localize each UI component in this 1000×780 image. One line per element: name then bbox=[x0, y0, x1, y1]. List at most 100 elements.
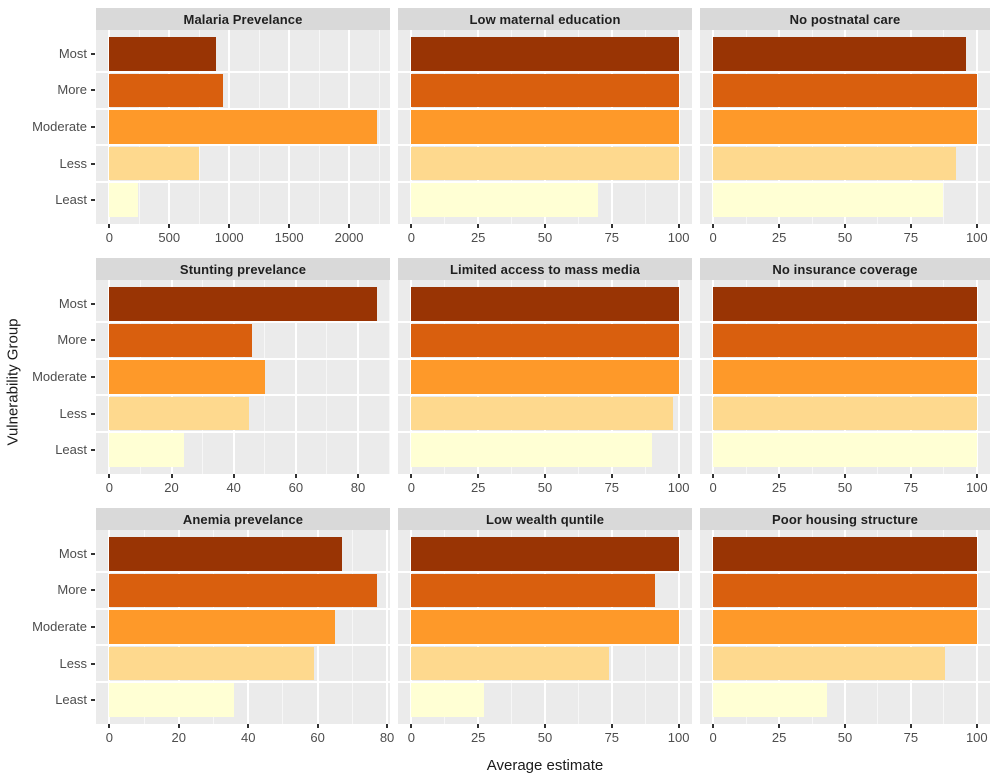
gridline bbox=[398, 107, 692, 110]
major-gridline bbox=[677, 280, 680, 474]
x-axis-tick bbox=[247, 724, 250, 728]
x-axis-tick bbox=[909, 474, 912, 478]
x-axis-tick bbox=[294, 474, 297, 478]
x-tick-label: 100 bbox=[965, 480, 988, 495]
y-tick-label: More bbox=[57, 332, 87, 348]
x-tick-label: 25 bbox=[771, 230, 787, 245]
y-tick-label: Least bbox=[55, 442, 87, 458]
minor-gridline bbox=[378, 30, 380, 224]
bar-moderate bbox=[411, 610, 679, 644]
x-tick-label: 100 bbox=[965, 230, 988, 245]
bar-most bbox=[713, 537, 977, 571]
x-tick-label: 0 bbox=[105, 230, 113, 245]
x-axis-tick bbox=[778, 224, 781, 228]
x-tick-label: 0 bbox=[407, 230, 415, 245]
x-tick-label: 0 bbox=[105, 480, 113, 495]
gridline bbox=[398, 644, 692, 647]
gridline bbox=[96, 71, 390, 74]
facet-strip: Low maternal education bbox=[398, 8, 692, 30]
gridline bbox=[96, 321, 390, 324]
x-tick-label: 50 bbox=[837, 480, 853, 495]
x-tick-label: 40 bbox=[240, 730, 256, 745]
y-axis-tick bbox=[91, 552, 95, 555]
x-axis-tick bbox=[348, 224, 351, 228]
gridline bbox=[398, 607, 692, 610]
x-tick-label: 0 bbox=[407, 730, 415, 745]
x-axis-tick bbox=[677, 224, 680, 228]
bar-least bbox=[109, 433, 184, 467]
x-tick-label: 25 bbox=[470, 730, 486, 745]
bar-least bbox=[411, 183, 599, 217]
bar-most bbox=[713, 287, 977, 321]
x-axis-title: Average estimate bbox=[486, 757, 604, 774]
y-axis-tick bbox=[91, 199, 95, 202]
bar-moderate bbox=[713, 360, 977, 394]
x-tick-label: 50 bbox=[537, 480, 553, 495]
gridline bbox=[700, 394, 990, 397]
x-axis-tick bbox=[778, 474, 781, 478]
bar-less bbox=[713, 396, 977, 431]
y-tick-label: Less bbox=[59, 405, 87, 421]
x-axis-tick bbox=[909, 224, 912, 228]
gridline bbox=[96, 644, 390, 647]
facet-strip: Poor housing structure bbox=[700, 508, 990, 530]
x-tick-label: 75 bbox=[604, 230, 620, 245]
gridline bbox=[398, 680, 692, 683]
bar-most bbox=[109, 287, 377, 321]
gridline bbox=[700, 144, 990, 147]
y-axis-tick bbox=[91, 699, 95, 702]
gridline bbox=[398, 321, 692, 324]
x-tick-label: 40 bbox=[226, 480, 241, 495]
x-tick-label: 0 bbox=[709, 730, 717, 745]
facet-panel bbox=[96, 530, 390, 724]
x-tick-label: 25 bbox=[771, 480, 787, 495]
x-tick-label: 0 bbox=[709, 480, 717, 495]
facet-strip: Stunting prevelance bbox=[96, 258, 390, 280]
bar-moderate bbox=[411, 110, 679, 144]
x-tick-label: 50 bbox=[837, 730, 853, 745]
y-axis-tick bbox=[91, 589, 95, 592]
bar-less bbox=[713, 146, 956, 181]
gridline bbox=[398, 71, 692, 74]
gridline bbox=[700, 357, 990, 360]
facet-panel bbox=[700, 530, 990, 724]
bar-least bbox=[411, 433, 652, 467]
gridline bbox=[96, 107, 390, 110]
x-tick-label: 1000 bbox=[214, 230, 244, 245]
bar-more bbox=[411, 323, 679, 358]
bar-moderate bbox=[713, 110, 977, 144]
bar-moderate bbox=[713, 610, 977, 644]
x-tick-label: 100 bbox=[667, 230, 690, 245]
x-axis-tick bbox=[170, 474, 173, 478]
bar-more bbox=[109, 573, 377, 608]
x-axis-tick bbox=[677, 724, 680, 728]
gridline bbox=[700, 644, 990, 647]
x-axis-tick bbox=[844, 224, 846, 228]
bar-less bbox=[411, 396, 674, 431]
gridline bbox=[700, 180, 990, 183]
facet-panel bbox=[398, 530, 692, 724]
x-axis-tick bbox=[410, 224, 413, 228]
facet-title: Malaria Prevelance bbox=[183, 11, 303, 27]
minor-gridline bbox=[351, 530, 353, 724]
bar-less bbox=[109, 146, 200, 181]
gridline bbox=[96, 680, 390, 683]
x-tick-label: 0 bbox=[105, 730, 113, 745]
gridline bbox=[96, 180, 390, 183]
facet-title: Low wealth quntile bbox=[485, 511, 605, 527]
y-tick-label: Most bbox=[58, 45, 87, 61]
major-gridline bbox=[677, 30, 680, 224]
x-axis-tick bbox=[108, 474, 111, 478]
x-axis-tick bbox=[477, 224, 480, 228]
x-tick-label: 500 bbox=[158, 230, 181, 245]
bar-less bbox=[411, 146, 679, 181]
x-axis-tick bbox=[610, 474, 613, 478]
gridline bbox=[700, 107, 990, 110]
gridline bbox=[96, 607, 390, 610]
major-gridline bbox=[294, 280, 297, 474]
y-axis-tick bbox=[91, 449, 95, 452]
y-axis-tick bbox=[91, 302, 95, 305]
facet-strip: No postnatal care bbox=[700, 8, 990, 30]
x-tick-label: 75 bbox=[604, 730, 620, 745]
